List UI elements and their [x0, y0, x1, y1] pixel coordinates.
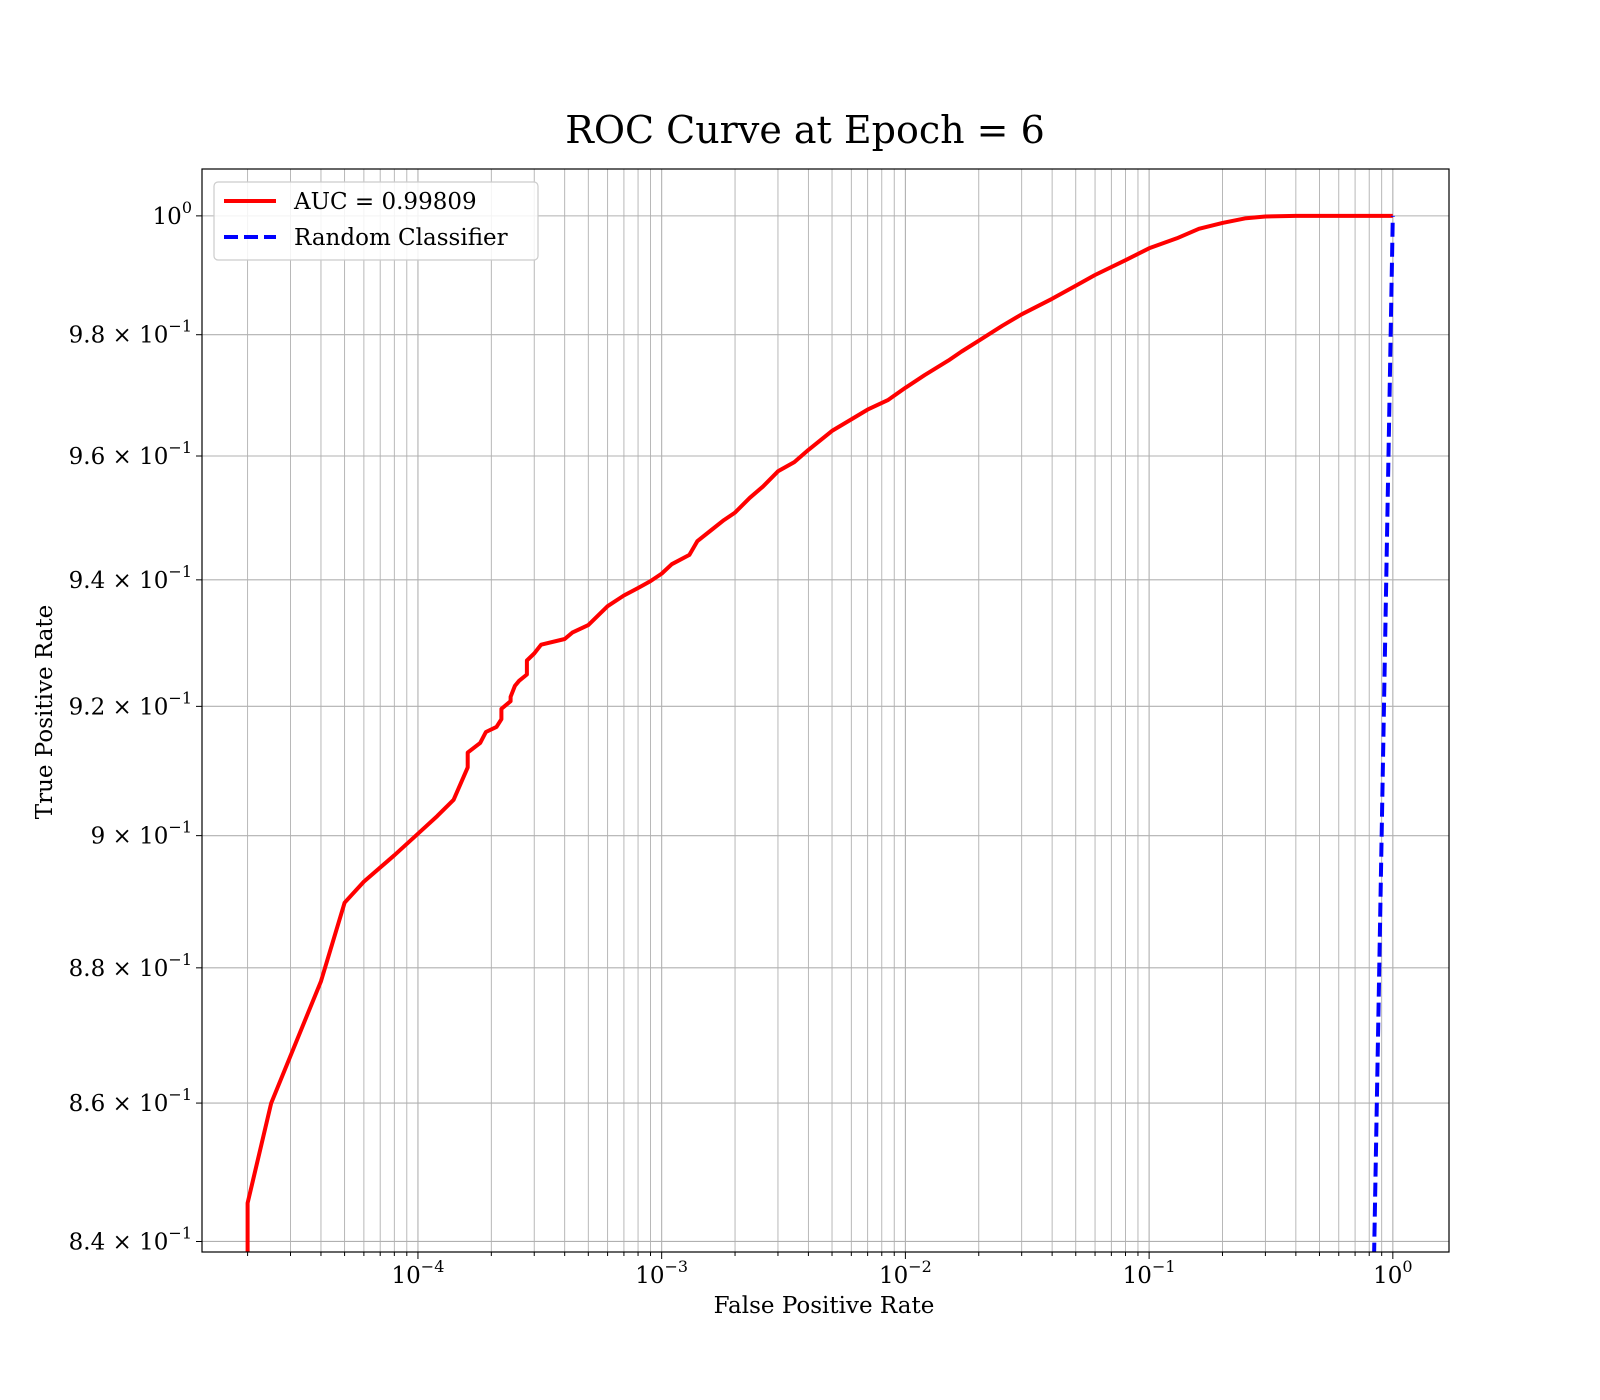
y-tick-label: 9.2 × 10−1: [69, 688, 192, 720]
y-tick-label: 8.6 × 10−1: [69, 1085, 192, 1117]
x-tick-label: 10−2: [879, 1257, 932, 1289]
roc-curve-line: [245, 213, 1393, 1252]
y-tick-label: 9.8 × 10−1: [69, 317, 192, 349]
plot-frame: [201, 168, 1450, 1253]
legend: AUC = 0.99809 Random Classifier: [213, 181, 539, 261]
legend-label-auc: AUC = 0.99809: [293, 189, 477, 215]
y-tick-label: 100: [153, 198, 192, 230]
random-classifier-line: [1372, 215, 1395, 1252]
y-axis-label: True Positive Rate: [32, 605, 58, 820]
x-tick-label: 10−1: [1123, 1257, 1176, 1289]
x-axis-label: False Positive Rate: [714, 1293, 935, 1319]
y-tick-label: 9 × 10−1: [91, 818, 192, 850]
legend-box: [213, 181, 539, 261]
legend-label-random: Random Classifier: [294, 225, 508, 251]
grid-lines: [202, 169, 1449, 1252]
data-series: [245, 213, 1395, 1252]
y-tick-label: 9.6 × 10−1: [69, 438, 192, 470]
x-tick-label: 10−4: [392, 1257, 445, 1289]
y-tick-label: 9.4 × 10−1: [69, 562, 192, 594]
x-tick-label: 10−3: [635, 1257, 688, 1289]
chart-title: ROC Curve at Epoch = 6: [565, 108, 1045, 152]
y-tick-label: 8.4 × 10−1: [69, 1223, 192, 1255]
x-tick-label: 100: [1373, 1257, 1412, 1289]
axis-ticks: 10−4 10−3 10−2 10−1 100 100 9.8 × 10−1 9.6 × 10…: [69, 198, 1413, 1289]
y-tick-label: 8.8 × 10−1: [69, 950, 192, 982]
